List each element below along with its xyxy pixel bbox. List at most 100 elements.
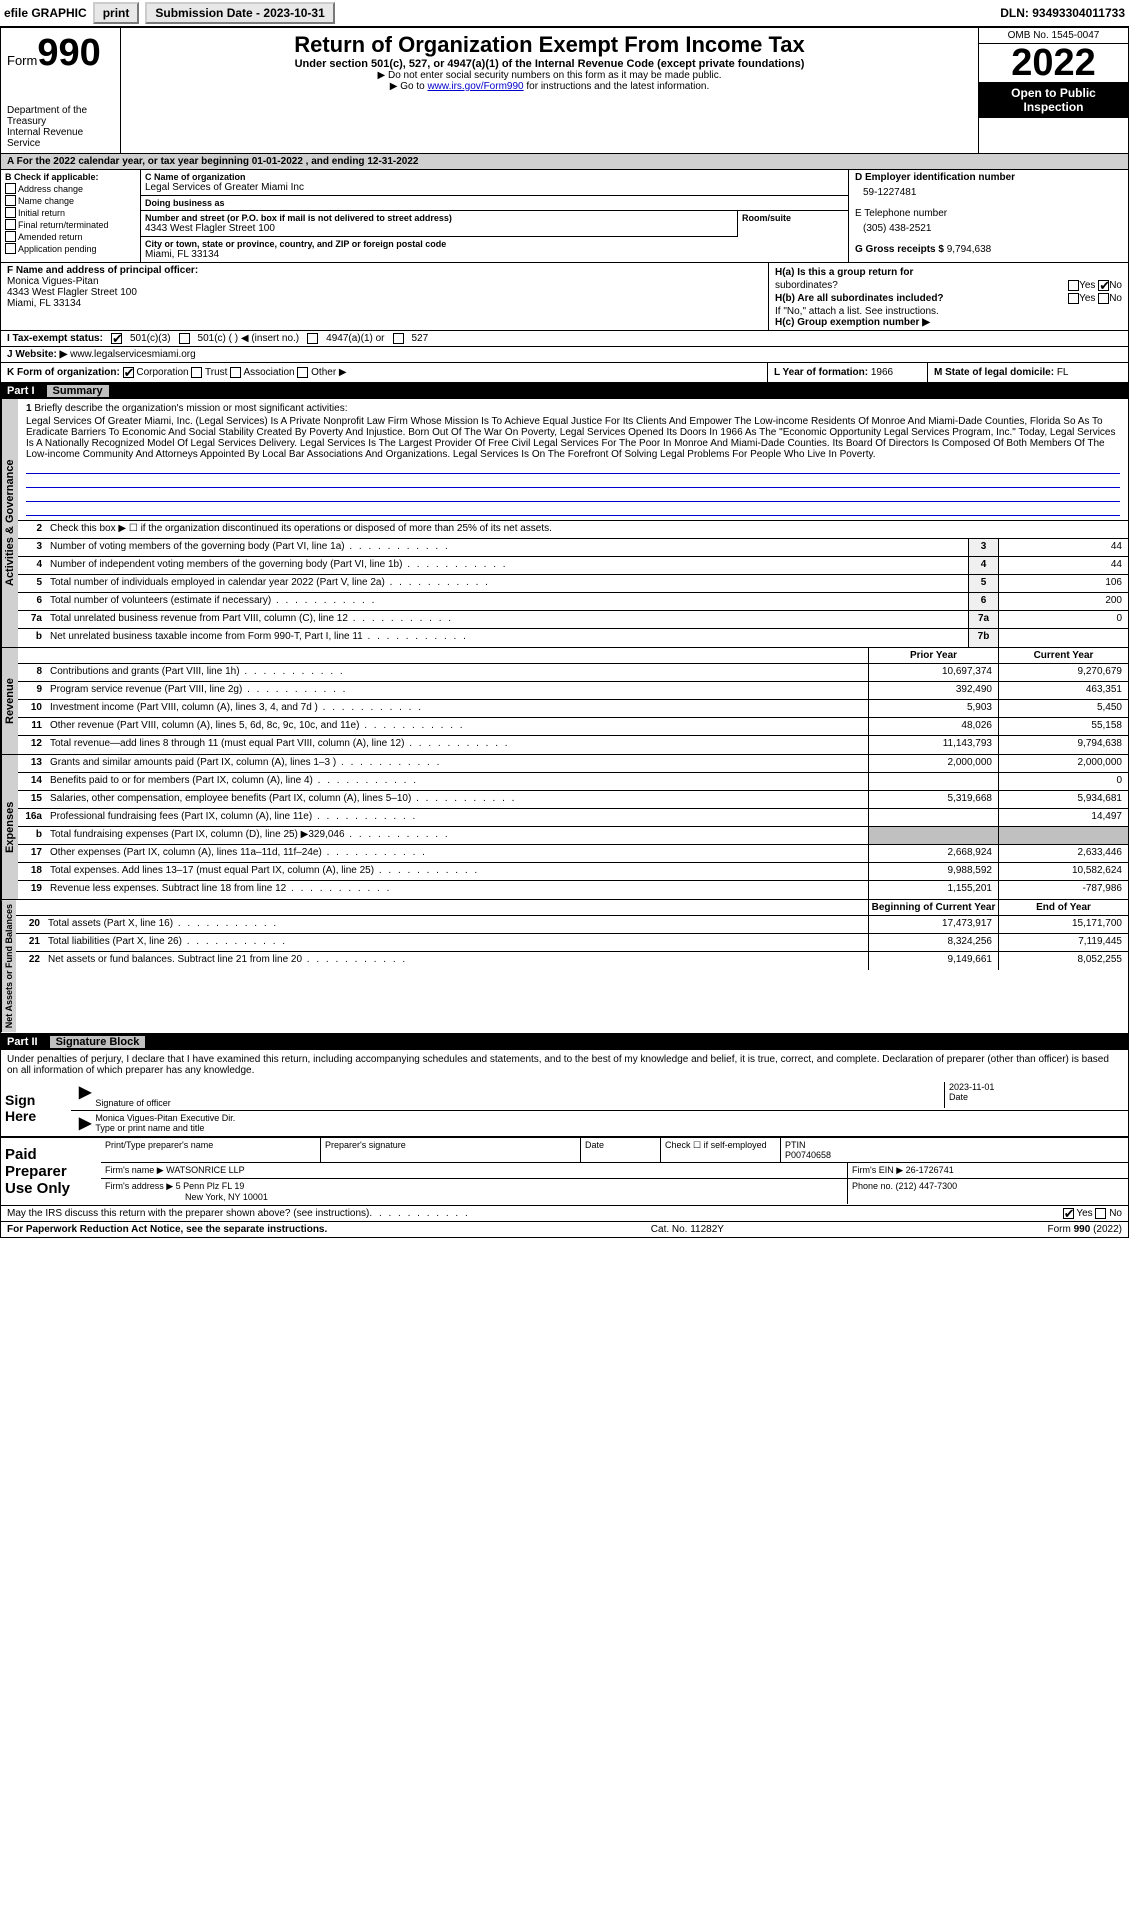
form-title-block: Return of Organization Exempt From Incom… [121, 28, 978, 153]
website-value: www.legalservicesmiami.org [70, 349, 196, 360]
na-vert-label: Net Assets or Fund Balances [1, 900, 16, 1032]
expense-line: 18Total expenses. Add lines 13–17 (must … [18, 863, 1128, 881]
gov-line: 6Total number of volunteers (estimate if… [18, 593, 1128, 611]
revenue-line: 9Program service revenue (Part VIII, lin… [18, 682, 1128, 700]
revenue-line: 11Other revenue (Part VIII, column (A), … [18, 718, 1128, 736]
gov-line: 2Check this box ▶ ☐ if the organization … [18, 521, 1128, 539]
mission-underline [26, 462, 1120, 474]
discuss-no-checkbox[interactable] [1095, 1208, 1106, 1219]
hb-yes-checkbox[interactable] [1068, 293, 1079, 304]
ha-yes-checkbox[interactable] [1068, 280, 1079, 291]
address-change-checkbox[interactable] [5, 183, 16, 194]
expense-line: 13Grants and similar amounts paid (Part … [18, 755, 1128, 773]
mission-underline [26, 490, 1120, 502]
revenue-line: 8Contributions and grants (Part VIII, li… [18, 664, 1128, 682]
gov-line: 7aTotal unrelated business revenue from … [18, 611, 1128, 629]
street-address: 4343 West Flagler Street 100 [145, 223, 733, 234]
revenue-line: 10Investment income (Part VIII, column (… [18, 700, 1128, 718]
instructions-note: ▶ Go to www.irs.gov/Form990 for instruct… [129, 81, 970, 92]
line-a: A For the 2022 calendar year, or tax yea… [1, 154, 1128, 170]
form-ref: Form 990 (2022) [1048, 1224, 1122, 1235]
other-checkbox[interactable] [297, 367, 308, 378]
expense-line: 15Salaries, other compensation, employee… [18, 791, 1128, 809]
declaration-text: Under penalties of perjury, I declare th… [1, 1050, 1128, 1080]
ein-value: 59-1227481 [863, 187, 1122, 198]
revenue-col-header: Prior Year Current Year [18, 648, 1128, 664]
dln-label: DLN: 93493304011733 [1000, 6, 1125, 20]
entity-info-section: B Check if applicable: Address change Na… [1, 170, 1128, 263]
gov-line: 5Total number of individuals employed in… [18, 575, 1128, 593]
website-row: J Website: ▶ www.legalservicesmiami.org [1, 347, 1128, 363]
irs-link[interactable]: www.irs.gov/Form990 [427, 81, 523, 92]
phone-value: (305) 438-2521 [863, 223, 1122, 234]
hb-no-checkbox[interactable] [1098, 293, 1109, 304]
print-button[interactable]: print [93, 2, 140, 24]
hc-group-exemption: H(c) Group exemption number ▶ [775, 317, 1122, 328]
net-assets-line: 21Total liabilities (Part X, line 26)8,3… [16, 934, 1128, 952]
mission-block: 1 Briefly describe the organization's mi… [18, 399, 1128, 521]
expense-line: 17Other expenses (Part IX, column (A), l… [18, 845, 1128, 863]
cat-no: Cat. No. 11282Y [651, 1224, 724, 1235]
sig-arrow-icon: ▶ [75, 1113, 95, 1133]
exp-vert-label: Expenses [1, 755, 18, 899]
501c3-checkbox[interactable] [111, 333, 122, 344]
net-assets-section: Net Assets or Fund Balances Beginning of… [1, 900, 1128, 1033]
org-name: Legal Services of Greater Miami Inc [145, 182, 844, 193]
section-c-name-address: C Name of organization Legal Services of… [141, 170, 848, 262]
form-container: Form990 Department of the Treasury Inter… [0, 27, 1129, 1238]
net-assets-line: 22Net assets or fund balances. Subtract … [16, 952, 1128, 970]
part1-header: Part I Summary [1, 383, 1128, 399]
trust-checkbox[interactable] [191, 367, 202, 378]
discuss-yes-checkbox[interactable] [1063, 1208, 1074, 1219]
expense-line: 16aProfessional fundraising fees (Part I… [18, 809, 1128, 827]
paid-preparer-block: Paid Preparer Use Only Print/Type prepar… [1, 1137, 1128, 1206]
gov-line: bNet unrelated business taxable income f… [18, 629, 1128, 647]
gov-line: 3Number of voting members of the governi… [18, 539, 1128, 557]
name-change-checkbox[interactable] [5, 195, 16, 206]
expense-line: 19Revenue less expenses. Subtract line 1… [18, 881, 1128, 899]
form-number-block: Form990 Department of the Treasury Inter… [1, 28, 121, 153]
irs-label: Internal Revenue Service [7, 127, 114, 149]
footer: For Paperwork Reduction Act Notice, see … [1, 1222, 1128, 1237]
527-checkbox[interactable] [393, 333, 404, 344]
mission-underline [26, 476, 1120, 488]
amended-return-checkbox[interactable] [5, 231, 16, 242]
officer-name: Monica Vigues-Pitan [7, 276, 762, 287]
net-assets-line: 20Total assets (Part X, line 16)17,473,9… [16, 916, 1128, 934]
4947-checkbox[interactable] [307, 333, 318, 344]
section-h: H(a) Is this a group return for subordin… [768, 263, 1128, 330]
expenses-section: Expenses 13Grants and similar amounts pa… [1, 755, 1128, 900]
rev-vert-label: Revenue [1, 648, 18, 754]
year-formation: 1966 [871, 367, 893, 378]
year-block: OMB No. 1545-0047 2022 Open to Public In… [978, 28, 1128, 153]
form-title: Return of Organization Exempt From Incom… [129, 32, 970, 58]
discuss-row: May the IRS discuss this return with the… [1, 1206, 1128, 1222]
form-subtitle: Under section 501(c), 527, or 4947(a)(1)… [129, 58, 970, 70]
submission-date-button[interactable]: Submission Date - 2023-10-31 [145, 2, 334, 24]
form-header: Form990 Department of the Treasury Inter… [1, 28, 1128, 154]
efile-label: efile GRAPHIC [4, 6, 87, 20]
ha-no-checkbox[interactable] [1098, 280, 1109, 291]
activities-governance-section: Activities & Governance 1 Briefly descri… [1, 399, 1128, 648]
firm-addr2: New York, NY 10001 [105, 1192, 843, 1202]
section-f-h: F Name and address of principal officer:… [1, 263, 1128, 331]
dept-treasury: Department of the Treasury [7, 105, 114, 127]
tax-exempt-status: I Tax-exempt status: 501(c)(3) 501(c) ( … [1, 331, 1128, 347]
501c-checkbox[interactable] [179, 333, 190, 344]
assoc-checkbox[interactable] [230, 367, 241, 378]
firm-ein: 26-1726741 [906, 1165, 954, 1175]
ptin-value: P00740658 [785, 1150, 1124, 1160]
state-domicile: FL [1057, 367, 1069, 378]
final-return-checkbox[interactable] [5, 219, 16, 230]
officer-street: 4343 West Flagler Street 100 [7, 287, 762, 298]
gross-receipts: G Gross receipts $ 9,794,638 [855, 244, 1122, 255]
open-inspection: Open to Public Inspection [979, 82, 1128, 118]
sig-date: 2023-11-01 [949, 1082, 1124, 1092]
application-pending-checkbox[interactable] [5, 243, 16, 254]
na-col-header: Beginning of Current Year End of Year [16, 900, 1128, 916]
gov-vert-label: Activities & Governance [1, 399, 18, 647]
form-org-row: K Form of organization: Corporation Trus… [1, 363, 1128, 383]
corp-checkbox[interactable] [123, 367, 134, 378]
expense-line: bTotal fundraising expenses (Part IX, co… [18, 827, 1128, 845]
initial-return-checkbox[interactable] [5, 207, 16, 218]
